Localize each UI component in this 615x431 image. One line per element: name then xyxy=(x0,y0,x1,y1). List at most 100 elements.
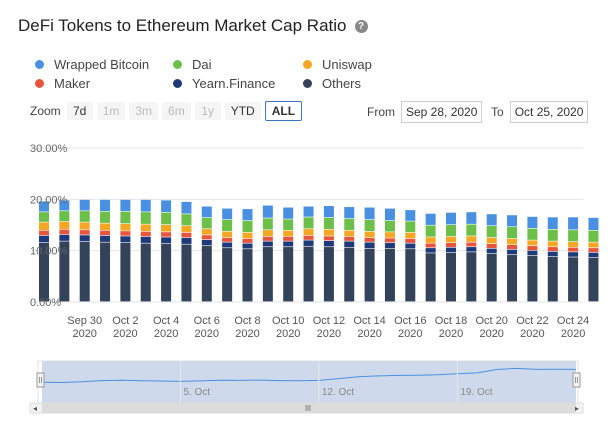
bar-segment-others[interactable] xyxy=(140,243,151,302)
bar-segment-yearn-finance[interactable] xyxy=(466,247,477,252)
bar-segment-others[interactable] xyxy=(364,248,375,302)
bar-segment-maker[interactable] xyxy=(425,243,436,248)
bar-segment-dai[interactable] xyxy=(466,224,477,236)
bar-segment-maker[interactable] xyxy=(364,237,375,242)
bar-segment-dai[interactable] xyxy=(100,211,111,223)
bar-segment-maker[interactable] xyxy=(39,230,49,236)
bar-segment-dai[interactable] xyxy=(181,214,192,226)
bar-segment-others[interactable] xyxy=(201,246,212,302)
bar-segment-yearn-finance[interactable] xyxy=(384,242,395,249)
bar-segment-wrapped-bitcoin[interactable] xyxy=(120,199,131,212)
bar-segment-wrapped-bitcoin[interactable] xyxy=(527,216,538,228)
bar-segment-wrapped-bitcoin[interactable] xyxy=(446,212,456,225)
bar-segment-others[interactable] xyxy=(120,242,131,302)
bar-segment-yearn-finance[interactable] xyxy=(507,249,518,255)
bar-segment-uniswap[interactable] xyxy=(384,232,395,238)
bar-segment-others[interactable] xyxy=(39,242,49,302)
bar-segment-others[interactable] xyxy=(100,242,111,302)
bar-segment-uniswap[interactable] xyxy=(140,224,151,232)
bar-segment-wrapped-bitcoin[interactable] xyxy=(262,205,273,218)
bar-segment-yearn-finance[interactable] xyxy=(79,235,90,242)
zoom-1m-button[interactable]: 1m xyxy=(96,102,126,120)
bar-segment-yearn-finance[interactable] xyxy=(446,247,456,253)
bar-segment-yearn-finance[interactable] xyxy=(425,248,436,253)
bar-segment-uniswap[interactable] xyxy=(466,236,477,242)
bar-segment-yearn-finance[interactable] xyxy=(120,236,131,243)
bar-segment-maker[interactable] xyxy=(140,231,151,237)
zoom-all-button[interactable]: ALL xyxy=(264,101,303,121)
bar-segment-uniswap[interactable] xyxy=(242,232,253,239)
bar-segment-others[interactable] xyxy=(344,247,355,302)
bar-segment-wrapped-bitcoin[interactable] xyxy=(222,208,233,220)
bar-segment-yearn-finance[interactable] xyxy=(527,250,538,256)
bar-segment-wrapped-bitcoin[interactable] xyxy=(466,212,477,224)
bar-segment-maker[interactable] xyxy=(222,237,233,242)
bar-segment-others[interactable] xyxy=(405,249,416,302)
bar-segment-others[interactable] xyxy=(283,247,294,302)
bar-segment-dai[interactable] xyxy=(405,221,416,233)
bar-segment-others[interactable] xyxy=(384,248,395,302)
bar-segment-yearn-finance[interactable] xyxy=(303,240,314,246)
bar-segment-dai[interactable] xyxy=(242,220,253,233)
bar-segment-uniswap[interactable] xyxy=(527,240,538,246)
bar-segment-wrapped-bitcoin[interactable] xyxy=(79,199,90,211)
bar-segment-uniswap[interactable] xyxy=(303,229,314,236)
bar-segment-others[interactable] xyxy=(242,249,253,302)
bar-segment-others[interactable] xyxy=(527,255,538,302)
bar-segment-others[interactable] xyxy=(486,253,497,302)
bar-segment-maker[interactable] xyxy=(283,236,294,241)
bar-segment-dai[interactable] xyxy=(222,219,233,232)
bar-segment-others[interactable] xyxy=(79,241,90,302)
bar-segment-maker[interactable] xyxy=(486,243,497,249)
bar-segment-wrapped-bitcoin[interactable] xyxy=(384,208,395,221)
bar-segment-dai[interactable] xyxy=(568,230,579,242)
bar-segment-yearn-finance[interactable] xyxy=(486,248,497,254)
bar-segment-uniswap[interactable] xyxy=(283,230,294,237)
bar-segment-dai[interactable] xyxy=(425,225,436,237)
zoom-7d-button[interactable]: 7d xyxy=(66,102,93,120)
bar-segment-yearn-finance[interactable] xyxy=(161,237,172,244)
bar-segment-wrapped-bitcoin[interactable] xyxy=(140,199,151,212)
bar-segment-others[interactable] xyxy=(568,257,579,302)
to-date-input[interactable]: Oct 25, 2020 xyxy=(509,101,589,123)
bar-segment-maker[interactable] xyxy=(384,238,395,243)
bar-segment-uniswap[interactable] xyxy=(120,223,131,231)
bar-segment-uniswap[interactable] xyxy=(201,229,212,235)
bar-segment-uniswap[interactable] xyxy=(446,236,456,243)
bar-segment-maker[interactable] xyxy=(568,247,579,252)
bar-segment-uniswap[interactable] xyxy=(588,242,599,248)
bar-segment-dai[interactable] xyxy=(588,230,599,242)
bar-segment-wrapped-bitcoin[interactable] xyxy=(303,206,314,217)
bar-segment-others[interactable] xyxy=(323,247,334,302)
bar-segment-wrapped-bitcoin[interactable] xyxy=(161,200,172,213)
bar-segment-wrapped-bitcoin[interactable] xyxy=(486,214,497,226)
bar-segment-yearn-finance[interactable] xyxy=(222,242,233,248)
bar-segment-wrapped-bitcoin[interactable] xyxy=(201,206,212,218)
bar-segment-wrapped-bitcoin[interactable] xyxy=(344,207,355,219)
bar-segment-dai[interactable] xyxy=(384,220,395,232)
bar-segment-yearn-finance[interactable] xyxy=(344,241,355,247)
bar-segment-maker[interactable] xyxy=(201,235,212,240)
bar-segment-dai[interactable] xyxy=(507,227,518,239)
bar-segment-yearn-finance[interactable] xyxy=(364,242,375,249)
bar-segment-dai[interactable] xyxy=(39,212,49,222)
bar-segment-wrapped-bitcoin[interactable] xyxy=(59,200,70,211)
bar-segment-uniswap[interactable] xyxy=(161,225,172,232)
bar-segment-maker[interactable] xyxy=(405,238,416,243)
bar-segment-uniswap[interactable] xyxy=(364,231,375,238)
bar-segment-uniswap[interactable] xyxy=(547,241,558,247)
bar-segment-dai[interactable] xyxy=(161,212,172,225)
bar-segment-uniswap[interactable] xyxy=(262,230,273,237)
bar-segment-wrapped-bitcoin[interactable] xyxy=(425,213,436,225)
bar-segment-dai[interactable] xyxy=(527,228,538,240)
zoom-1y-button[interactable]: 1y xyxy=(194,102,221,120)
bar-segment-maker[interactable] xyxy=(588,248,599,253)
bar-segment-wrapped-bitcoin[interactable] xyxy=(181,201,192,214)
bar-segment-others[interactable] xyxy=(222,248,233,302)
bar-segment-dai[interactable] xyxy=(344,218,355,231)
bar-segment-maker[interactable] xyxy=(507,245,518,250)
bar-segment-others[interactable] xyxy=(547,256,558,302)
bar-segment-dai[interactable] xyxy=(140,212,151,224)
bar-segment-yearn-finance[interactable] xyxy=(547,251,558,257)
bar-segment-maker[interactable] xyxy=(262,236,273,241)
